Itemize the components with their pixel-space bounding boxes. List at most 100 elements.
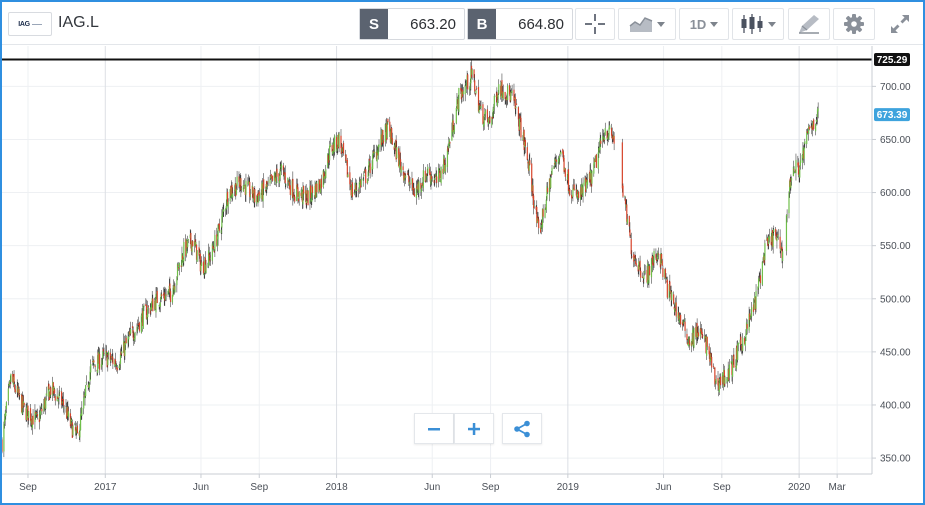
candle — [306, 193, 308, 210]
candle — [706, 336, 708, 351]
candle — [128, 327, 130, 337]
candle — [669, 285, 672, 295]
candle — [804, 138, 806, 149]
candle — [417, 177, 419, 198]
candle — [429, 166, 431, 187]
candle — [391, 127, 393, 145]
candle — [284, 167, 286, 184]
interval-label: 1D — [689, 16, 707, 32]
candle — [393, 143, 395, 157]
candle — [680, 312, 682, 328]
zoom-out-button[interactable] — [414, 413, 454, 444]
candle — [554, 153, 556, 168]
candle — [610, 123, 613, 139]
candle — [594, 155, 596, 163]
candle — [331, 142, 333, 156]
candle — [777, 228, 779, 240]
candle — [460, 84, 462, 104]
candle — [119, 348, 122, 371]
candle — [609, 121, 611, 130]
candle — [757, 275, 760, 295]
zoom-in-button[interactable] — [454, 413, 494, 444]
candle — [444, 157, 447, 175]
candle — [452, 114, 454, 133]
candle — [732, 354, 734, 365]
candle — [520, 112, 522, 141]
candle — [710, 352, 712, 360]
chart-type-button[interactable] — [618, 8, 676, 40]
sell-button[interactable]: S 663.20 — [359, 8, 465, 40]
candle — [633, 256, 635, 267]
share-button[interactable] — [502, 413, 542, 444]
candle — [692, 325, 694, 345]
candle — [661, 253, 663, 264]
candle — [394, 139, 397, 152]
candle — [700, 324, 703, 335]
candle — [555, 155, 558, 169]
candle — [85, 384, 87, 398]
candle — [546, 182, 548, 201]
sell-tag: S — [360, 9, 388, 39]
candle — [715, 375, 717, 385]
candle — [741, 343, 743, 356]
candle — [768, 234, 770, 250]
candle — [244, 178, 246, 187]
candle — [19, 393, 21, 401]
candle — [415, 180, 418, 205]
candle — [797, 158, 800, 178]
settings-button[interactable] — [833, 8, 875, 40]
candle — [384, 123, 386, 147]
candle — [124, 334, 127, 351]
candle-style-button[interactable] — [732, 8, 784, 40]
candle — [482, 121, 485, 131]
candle — [513, 83, 515, 106]
candle — [695, 322, 698, 346]
candle — [493, 103, 495, 119]
candle — [730, 354, 732, 365]
buy-button[interactable]: B 664.80 — [467, 8, 573, 40]
candle — [424, 166, 426, 183]
interval-selector[interactable]: 1D — [679, 8, 729, 40]
candle — [301, 189, 303, 210]
candle — [328, 153, 330, 169]
candle — [436, 170, 438, 188]
candle — [177, 261, 179, 268]
candle — [159, 302, 161, 312]
candle — [223, 202, 225, 217]
candle — [353, 189, 355, 196]
candle — [612, 134, 614, 143]
candle — [412, 182, 414, 196]
candle — [183, 238, 185, 266]
candle — [776, 231, 779, 238]
fullscreen-button[interactable] — [878, 8, 922, 40]
candle — [531, 157, 533, 197]
candle — [655, 253, 658, 264]
candle — [231, 182, 233, 202]
candle — [470, 62, 472, 91]
candle — [576, 184, 578, 199]
candle — [479, 103, 481, 110]
candle — [505, 97, 507, 105]
candle — [666, 276, 668, 283]
candle — [97, 349, 99, 376]
candle — [347, 172, 349, 178]
candle — [652, 254, 654, 273]
candle — [806, 129, 808, 149]
candle — [404, 170, 406, 181]
crosshair-button[interactable] — [575, 8, 615, 40]
x-tick-label: 2017 — [94, 482, 117, 493]
candle — [399, 146, 401, 165]
candle — [458, 87, 460, 115]
drawing-tools-button[interactable] — [788, 8, 830, 40]
candle — [18, 386, 20, 400]
candle — [309, 181, 312, 205]
candle — [533, 193, 535, 215]
candle — [191, 240, 193, 256]
candle — [114, 352, 117, 370]
candle — [764, 239, 766, 266]
candle — [775, 226, 777, 239]
candle — [571, 190, 573, 204]
candle — [17, 381, 19, 398]
